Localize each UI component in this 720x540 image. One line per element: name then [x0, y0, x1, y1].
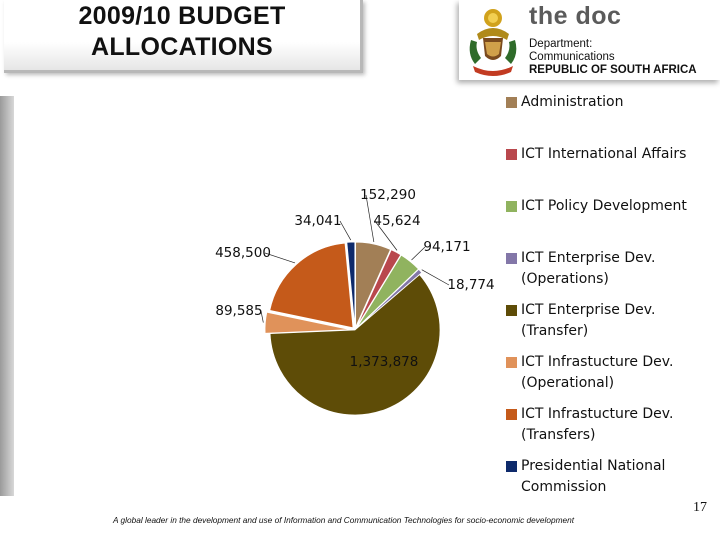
legend-label: ICT Policy Development [521, 198, 687, 214]
legend-swatch [506, 409, 517, 420]
logo-line-country: REPUBLIC OF SOUTH AFRICA [529, 64, 697, 76]
legend-swatch [506, 97, 517, 108]
slide-title: 2009/10 BUDGET ALLOCATIONS [4, 0, 363, 73]
pie-slice-ict-policy-development [356, 254, 419, 328]
legend-swatch [506, 305, 517, 316]
pie-slice-ict-enterprise-dev-transfer [269, 274, 441, 416]
data-label-ict-infrastucture-dev-transfers: 458,500 [215, 245, 271, 261]
legend-swatch [506, 149, 517, 160]
leader-line-administration [365, 194, 375, 243]
leader-line-ict-international-affairs [374, 220, 398, 251]
legend-label: ICT Enterprise Dev. (Transfer) [521, 302, 656, 339]
legend-swatch [506, 201, 517, 212]
logo-department-text: Department: Communications REPUBLIC OF S… [529, 38, 697, 77]
leader-line-ict-policy-development [411, 246, 426, 261]
left-accent-bar [0, 96, 14, 496]
pie-slice-ict-infrastucture-dev-operational [264, 311, 351, 334]
pie-slice-ict-infrastucture-dev-transfers [269, 242, 354, 329]
legend-swatch [506, 357, 517, 368]
data-label-ict-infrastucture-dev-operational: 89,585 [215, 303, 262, 319]
legend-label: ICT Infrastucture Dev. (Transfers) [521, 406, 674, 443]
title-line-2: ALLOCATIONS [91, 33, 273, 61]
legend-label: ICT Infrastucture Dev. (Operational) [521, 354, 674, 391]
pie-leader-lines [260, 194, 450, 323]
pie-slice-administration [355, 241, 391, 328]
leader-line-ict-infrastucture-dev-transfers [264, 252, 296, 264]
logo-line-department: Department: [529, 38, 593, 50]
legend-swatch [506, 461, 517, 472]
page-number: 17 [693, 500, 707, 515]
legend-label: Administration [521, 94, 624, 110]
slide-footer: A global leader in the development and u… [113, 515, 575, 525]
legend-swatch [506, 253, 517, 264]
logo-line-communications: Communications [529, 51, 615, 63]
legend-label: ICT International Affairs [521, 146, 687, 162]
pie-slice-ict-enterprise-dev-operations [356, 268, 423, 329]
legend-label: ICT Enterprise Dev. (Operations) [521, 250, 656, 287]
title-line-1: 2009/10 BUDGET [78, 2, 286, 30]
data-label-administration: 152,290 [360, 187, 416, 203]
data-label-ict-enterprise-dev-operations: 18,774 [447, 277, 494, 293]
data-label-ict-policy-development: 94,171 [423, 239, 470, 255]
leader-line-ict-infrastucture-dev-operational [260, 310, 264, 323]
department-logo: the doc Department: Communications REPUB… [459, 0, 720, 80]
logo-wordmark: the doc [529, 2, 622, 30]
pie-slices [264, 241, 441, 416]
legend-label: Presidential National Commission [521, 458, 666, 495]
data-label-presidential-national-commission: 34,041 [294, 213, 341, 229]
pie-slice-ict-international-affairs [356, 249, 402, 328]
coat-of-arms-icon [469, 9, 517, 76]
pie-slice-presidential-national-commission [346, 241, 356, 328]
data-label-ict-enterprise-dev-transfer: 1,373,878 [350, 354, 419, 370]
leader-line-presidential-national-commission [339, 220, 352, 241]
leader-line-ict-enterprise-dev-operations [421, 269, 450, 286]
data-label-ict-international-affairs: 45,624 [373, 213, 420, 229]
